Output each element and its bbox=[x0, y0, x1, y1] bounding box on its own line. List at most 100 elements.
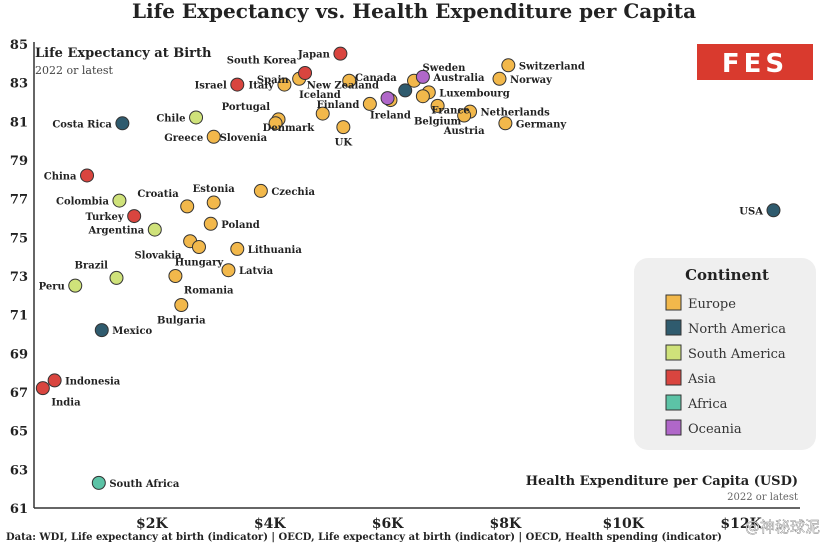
label-mexico: Mexico bbox=[112, 326, 152, 337]
point-belgium[interactable] bbox=[430, 98, 445, 113]
point-mexico[interactable] bbox=[94, 323, 109, 338]
point-new-zealand[interactable] bbox=[380, 91, 395, 106]
y-tick-label: 71 bbox=[10, 309, 28, 324]
label-luxembourg: Luxembourg bbox=[439, 88, 509, 99]
point-croatia[interactable] bbox=[180, 199, 195, 214]
label-finland: Finland bbox=[317, 100, 360, 111]
y-tick-label: 81 bbox=[10, 115, 28, 130]
x-tick-label: $6K bbox=[372, 516, 404, 532]
label-ireland: Ireland bbox=[370, 111, 411, 122]
point-israel[interactable] bbox=[230, 77, 245, 92]
label-italy: Italy bbox=[249, 81, 276, 92]
point-chile[interactable] bbox=[189, 110, 204, 125]
label-latvia: Latvia bbox=[239, 266, 274, 277]
label-hungary: Hungary bbox=[175, 258, 225, 269]
label-canada: Canada bbox=[355, 73, 397, 84]
point-iceland[interactable] bbox=[342, 73, 357, 88]
y-tick-label: 73 bbox=[10, 270, 28, 285]
point-austria[interactable] bbox=[457, 108, 472, 123]
legend-label-africa: Africa bbox=[687, 397, 728, 412]
point-indonesia[interactable] bbox=[47, 373, 62, 388]
point-canada[interactable] bbox=[398, 83, 413, 98]
point-south-africa[interactable] bbox=[91, 475, 106, 490]
fes-logo: FES bbox=[697, 44, 813, 80]
point-india[interactable] bbox=[35, 381, 50, 396]
x-axis-label: Health Expenditure per Capita (USD) bbox=[526, 474, 798, 489]
legend-label-oceania: Oceania bbox=[688, 422, 742, 437]
label-peru: Peru bbox=[39, 282, 65, 293]
point-uk[interactable] bbox=[336, 120, 351, 135]
point-slovenia[interactable] bbox=[268, 116, 283, 131]
point-china[interactable] bbox=[80, 168, 95, 183]
logo-text: FES bbox=[722, 49, 788, 79]
point-colombia[interactable] bbox=[112, 193, 127, 208]
y-tick-label: 79 bbox=[10, 154, 28, 169]
point-estonia[interactable] bbox=[206, 195, 221, 210]
point-japan[interactable] bbox=[333, 46, 348, 61]
logo-background bbox=[697, 44, 813, 80]
label-australia: Australia bbox=[432, 73, 485, 84]
point-italy[interactable] bbox=[277, 77, 292, 92]
point-switzerland[interactable] bbox=[501, 58, 516, 73]
point-turkey[interactable] bbox=[127, 209, 142, 224]
label-portugal: Portugal bbox=[222, 102, 271, 113]
point-south-korea[interactable] bbox=[298, 66, 313, 80]
label-india: India bbox=[51, 398, 81, 409]
label-israel: Israel bbox=[195, 81, 227, 92]
legend-swatch-oceania bbox=[665, 419, 682, 436]
label-switzerland: Switzerland bbox=[519, 61, 585, 72]
label-estonia: Estonia bbox=[193, 184, 236, 195]
label-belgium: Belgium bbox=[414, 116, 462, 127]
label-croatia: Croatia bbox=[137, 189, 179, 200]
point-poland[interactable] bbox=[203, 216, 218, 231]
label-uk: UK bbox=[335, 138, 353, 149]
point-argentina[interactable] bbox=[147, 222, 162, 237]
point-greece[interactable] bbox=[206, 129, 221, 144]
label-denmark: Denmark bbox=[263, 123, 316, 134]
point-bulgaria[interactable] bbox=[174, 298, 189, 312]
label-czechia: Czechia bbox=[271, 187, 315, 198]
point-latvia[interactable] bbox=[221, 263, 236, 278]
y-tick-label: 77 bbox=[10, 193, 28, 208]
y-tick-labels: 61 63 65 67 69 71 73 75 77 79 81 83 85 bbox=[10, 38, 28, 517]
y-tick-label: 61 bbox=[10, 502, 28, 517]
point-czechia[interactable] bbox=[253, 183, 268, 198]
point-norway[interactable] bbox=[492, 71, 507, 86]
legend-swatch-europe bbox=[665, 294, 682, 311]
point-usa[interactable] bbox=[766, 203, 781, 218]
point-lithuania[interactable] bbox=[230, 241, 245, 256]
legend-label-south-america: South America bbox=[688, 347, 786, 362]
legend: Continent Europe North America South Ameri… bbox=[634, 258, 816, 450]
point-hungary[interactable] bbox=[191, 240, 206, 254]
y-axis-label: Life Expectancy at Birth bbox=[35, 46, 212, 61]
point-denmark[interactable] bbox=[315, 106, 330, 121]
point-brazil[interactable] bbox=[109, 270, 124, 285]
point-france[interactable] bbox=[415, 89, 430, 104]
label-japan: Japan bbox=[297, 50, 331, 61]
label-chile: Chile bbox=[156, 113, 185, 124]
y-tick-label: 83 bbox=[10, 77, 28, 92]
label-romania: Romania bbox=[184, 286, 234, 297]
legend-label-europe: Europe bbox=[688, 297, 736, 312]
legend-title: Continent bbox=[685, 266, 769, 284]
point-australia[interactable] bbox=[415, 69, 430, 84]
label-china: China bbox=[44, 171, 77, 182]
x-tick-labels: $2K $4K $6K $8K $10K $12K bbox=[136, 516, 763, 532]
point-costa-rica[interactable] bbox=[115, 116, 130, 131]
legend-swatch-asia bbox=[665, 369, 682, 386]
x-tick-label: $2K bbox=[136, 516, 168, 532]
label-south-korea: South Korea bbox=[227, 56, 297, 67]
label-iceland: Iceland bbox=[299, 90, 341, 101]
point-finland[interactable] bbox=[362, 96, 377, 111]
y-tick-label: 63 bbox=[10, 463, 28, 478]
point-germany[interactable] bbox=[498, 116, 513, 131]
point-romania[interactable] bbox=[168, 269, 183, 283]
label-usa: USA bbox=[739, 206, 763, 217]
point-peru[interactable] bbox=[68, 278, 83, 293]
legend-items: Europe North America South America Asia Afri… bbox=[665, 294, 786, 437]
x-axis-sublabel: 2022 or latest bbox=[727, 492, 798, 503]
y-tick-label: 69 bbox=[10, 347, 28, 362]
y-tick-label: 85 bbox=[10, 38, 28, 53]
